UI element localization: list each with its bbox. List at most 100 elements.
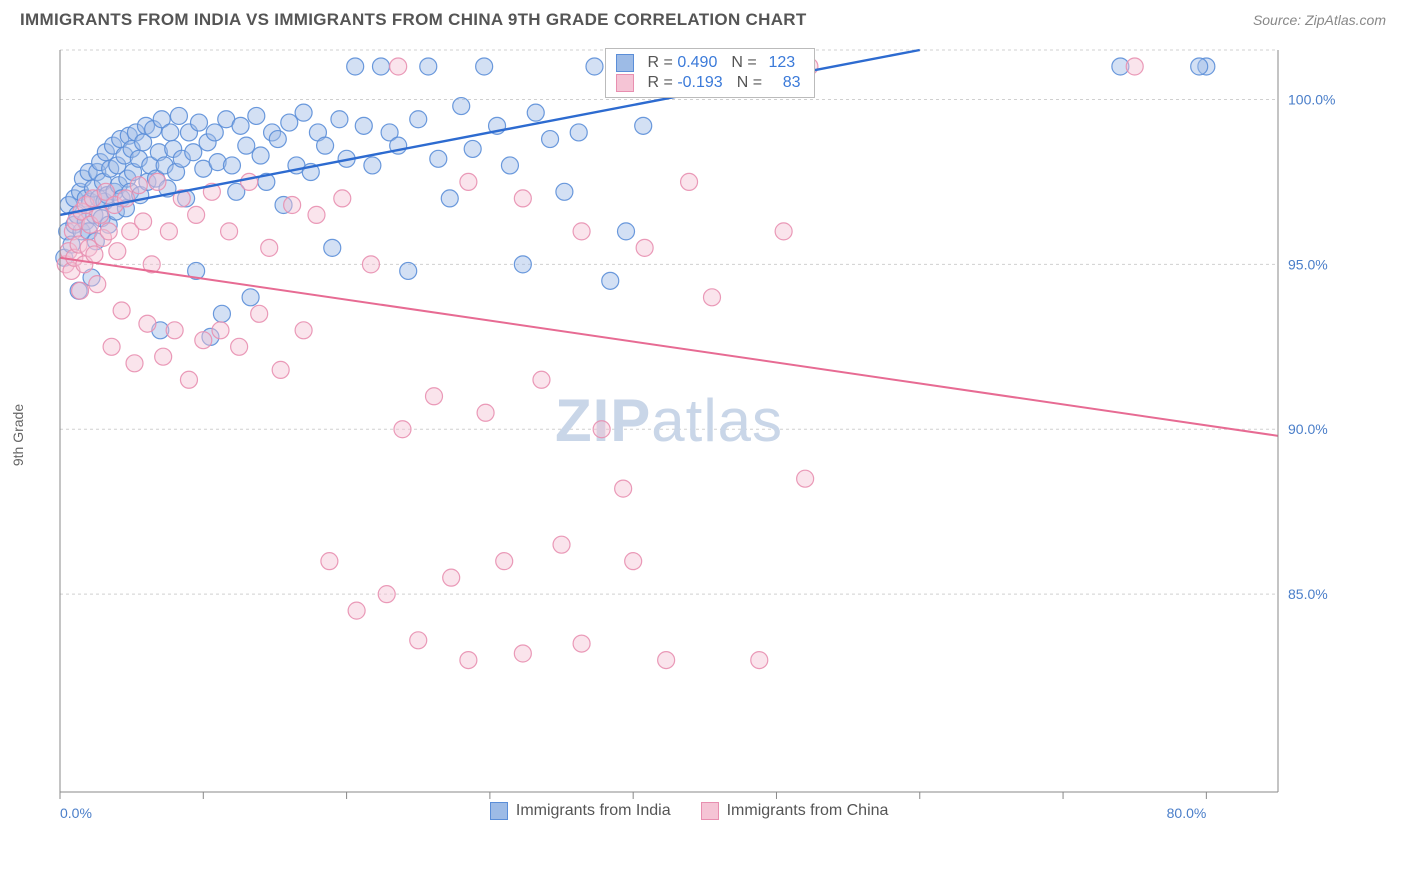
data-point-india	[441, 190, 458, 207]
data-point-india	[542, 131, 559, 148]
legend-label-china: Immigrants from China	[727, 802, 889, 820]
data-point-india	[213, 305, 230, 322]
data-point-china	[658, 652, 675, 669]
data-point-india	[618, 223, 635, 240]
data-point-india	[400, 262, 417, 279]
data-point-india	[190, 114, 207, 131]
data-point-china	[703, 289, 720, 306]
x-tick-label: 0.0%	[60, 805, 92, 821]
data-point-china	[103, 338, 120, 355]
data-point-india	[586, 58, 603, 75]
data-point-india	[223, 157, 240, 174]
data-point-china	[394, 421, 411, 438]
data-point-china	[126, 355, 143, 372]
data-point-china	[284, 196, 301, 213]
data-point-china	[1126, 58, 1143, 75]
data-point-china	[443, 569, 460, 586]
data-point-china	[86, 246, 103, 263]
y-tick-label: 100.0%	[1288, 91, 1335, 107]
data-point-china	[130, 177, 147, 194]
legend-item-india: Immigrants from India	[490, 802, 671, 820]
legend-n-china: N = 83	[737, 74, 801, 92]
data-point-india	[364, 157, 381, 174]
data-point-china	[751, 652, 768, 669]
data-point-china	[113, 302, 130, 319]
data-point-india	[238, 137, 255, 154]
data-point-india	[248, 107, 265, 124]
data-point-china	[139, 315, 156, 332]
data-point-china	[410, 632, 427, 649]
legend-row-india: R = 0.490N = 123	[606, 53, 815, 73]
data-point-china	[295, 322, 312, 339]
data-point-china	[593, 421, 610, 438]
data-point-china	[308, 206, 325, 223]
legend-series: Immigrants from India Immigrants from Chi…	[490, 802, 889, 820]
data-point-india	[527, 104, 544, 121]
data-point-india	[410, 111, 427, 128]
data-point-china	[100, 223, 117, 240]
data-point-china	[460, 173, 477, 190]
data-point-china	[573, 223, 590, 240]
data-point-china	[775, 223, 792, 240]
data-point-china	[533, 371, 550, 388]
data-point-india	[476, 58, 493, 75]
x-tick-label: 80.0%	[1167, 805, 1207, 821]
data-point-china	[272, 361, 289, 378]
data-point-india	[347, 58, 364, 75]
data-point-china	[477, 404, 494, 421]
data-point-china	[496, 553, 513, 570]
data-point-india	[420, 58, 437, 75]
data-point-india	[162, 124, 179, 141]
legend-swatch-china	[616, 74, 634, 92]
legend-correlation-box: R = 0.490N = 123R = -0.193 N = 83	[605, 48, 816, 98]
data-point-india	[464, 140, 481, 157]
chart-title: IMMIGRANTS FROM INDIA VS IMMIGRANTS FROM…	[20, 10, 807, 30]
data-point-china	[212, 322, 229, 339]
data-point-india	[635, 117, 652, 134]
data-point-china	[362, 256, 379, 273]
data-point-india	[295, 104, 312, 121]
data-point-china	[514, 190, 531, 207]
data-point-china	[231, 338, 248, 355]
data-point-china	[89, 276, 106, 293]
data-point-china	[573, 635, 590, 652]
data-point-china	[72, 282, 89, 299]
data-point-china	[160, 223, 177, 240]
data-point-china	[514, 645, 531, 662]
data-point-india	[556, 183, 573, 200]
data-point-india	[514, 256, 531, 273]
legend-row-china: R = -0.193 N = 83	[606, 73, 815, 93]
data-point-china	[180, 371, 197, 388]
data-point-india	[453, 98, 470, 115]
data-point-india	[372, 58, 389, 75]
data-point-india	[602, 272, 619, 289]
data-point-india	[269, 131, 286, 148]
data-point-china	[321, 553, 338, 570]
data-point-india	[170, 107, 187, 124]
data-point-china	[109, 243, 126, 260]
watermark: ZIPatlas	[555, 387, 783, 454]
data-point-china	[681, 173, 698, 190]
legend-r-china: R = -0.193	[648, 74, 723, 92]
data-point-india	[331, 111, 348, 128]
data-point-china	[221, 223, 238, 240]
header-bar: IMMIGRANTS FROM INDIA VS IMMIGRANTS FROM…	[0, 0, 1406, 36]
legend-swatch-india	[490, 802, 508, 820]
y-axis-title: 9th Grade	[10, 404, 26, 466]
data-point-china	[334, 190, 351, 207]
data-point-india	[232, 117, 249, 134]
data-point-india	[355, 117, 372, 134]
data-point-india	[317, 137, 334, 154]
data-point-india	[206, 124, 223, 141]
data-point-india	[252, 147, 269, 164]
data-point-china	[636, 239, 653, 256]
data-point-china	[241, 173, 258, 190]
data-point-china	[188, 206, 205, 223]
data-point-china	[166, 322, 183, 339]
data-point-india	[430, 150, 447, 167]
data-point-china	[261, 239, 278, 256]
plot-area: 9th Grade 85.0%90.0%95.0%100.0%ZIPatlas0…	[50, 40, 1340, 830]
legend-item-china: Immigrants from China	[701, 802, 889, 820]
data-point-china	[378, 586, 395, 603]
data-point-china	[390, 58, 407, 75]
